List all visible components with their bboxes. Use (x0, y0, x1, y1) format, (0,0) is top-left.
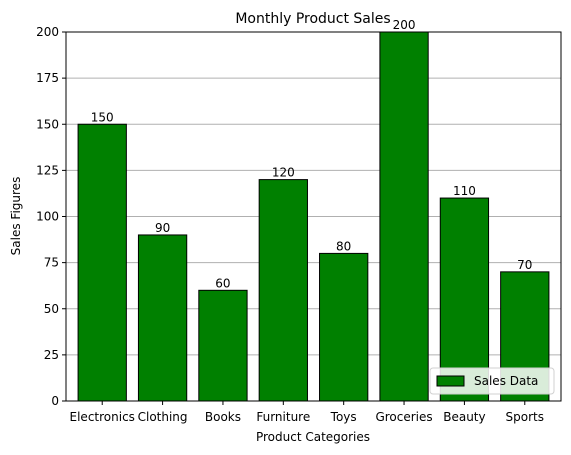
bar-value-label: 90 (155, 221, 170, 235)
y-tick-label: 75 (44, 256, 59, 270)
x-tick-label: Toys (330, 410, 357, 424)
y-tick-label: 100 (36, 210, 59, 224)
y-tick-label: 125 (36, 163, 59, 177)
legend: Sales Data (429, 367, 555, 395)
bar-value-label: 60 (215, 276, 230, 290)
y-tick-label: 25 (44, 348, 59, 362)
y-axis-label: Sales Figures (9, 177, 23, 256)
bar (198, 289, 248, 402)
bar (379, 31, 429, 402)
x-tick-label: Electronics (70, 410, 135, 424)
x-tick-label: Furniture (256, 410, 310, 424)
bars (77, 31, 550, 402)
bar-value-label: 120 (272, 166, 295, 180)
x-tick-label: Sports (506, 410, 544, 424)
bar (258, 179, 308, 402)
bar-value-label: 80 (336, 239, 351, 253)
x-tick-label: Clothing (138, 410, 188, 424)
x-axis-ticks: Electronics Clothing Books Furniture Toys Gro… (70, 401, 544, 424)
y-tick-label: 200 (36, 25, 59, 39)
bar-value-label: 70 (517, 258, 532, 272)
data-labels: 150 90 60 120 80 200 110 70 (91, 18, 533, 290)
y-tick-label: 0 (51, 394, 59, 408)
bar (319, 252, 369, 402)
y-tick-label: 150 (36, 117, 59, 131)
legend-box (429, 367, 555, 395)
x-tick-label: Books (205, 410, 241, 424)
y-tick-label: 50 (44, 302, 59, 316)
legend-label: Sales Data (474, 374, 538, 388)
x-tick-label: Groceries (375, 410, 432, 424)
chart-title: Monthly Product Sales (235, 11, 390, 27)
bar (77, 123, 127, 402)
bar-value-label: 150 (91, 110, 114, 124)
y-tick-label: 175 (36, 71, 59, 85)
x-tick-label: Beauty (443, 410, 485, 424)
legend-swatch (436, 375, 465, 387)
x-axis-label: Product Categories (256, 430, 370, 444)
bar (137, 234, 188, 402)
y-axis-ticks: 0 25 50 75 100 125 150 175 200 (36, 25, 66, 408)
bar-value-label: 200 (393, 18, 416, 32)
bar-value-label: 110 (453, 184, 476, 198)
bar (439, 197, 490, 402)
